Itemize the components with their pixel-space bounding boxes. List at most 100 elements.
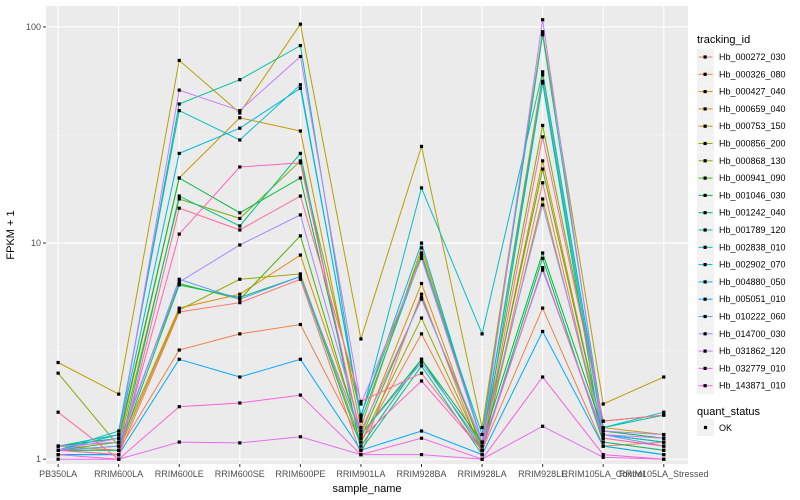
y-tick-label: 10: [31, 238, 41, 248]
data-point: [298, 274, 302, 279]
data-point: [419, 316, 424, 320]
legend-label: Hb_000659_040: [719, 104, 786, 114]
legend-label: Hb_005051_010: [719, 294, 786, 304]
data-point: [56, 444, 60, 448]
data-point: [419, 357, 424, 361]
data-point: [541, 167, 545, 171]
data-point: [298, 357, 302, 361]
data-point: [177, 58, 181, 63]
data-point: [419, 379, 424, 383]
data-point: [541, 79, 545, 83]
data-point: [359, 429, 363, 433]
data-point: [117, 448, 121, 452]
data-point: [298, 213, 302, 217]
data-point: [177, 308, 181, 312]
legend-key-point: [703, 297, 707, 301]
data-point: [56, 453, 60, 457]
legend-label: Hb_002838_010: [719, 242, 786, 252]
legend-label: Hb_032779_010: [719, 363, 786, 373]
x-tick-label: PB350LA: [39, 469, 77, 479]
data-point: [238, 126, 242, 130]
data-point: [238, 375, 242, 379]
data-point: [419, 251, 424, 255]
legend-label: Hb_000753_150: [719, 121, 786, 131]
data-point: [662, 436, 666, 440]
data-point: [298, 393, 302, 397]
data-point: [298, 435, 302, 439]
data-point: [298, 129, 302, 133]
data-point: [359, 444, 363, 448]
data-point: [177, 440, 181, 444]
data-point: [177, 197, 181, 201]
data-point: [480, 457, 484, 461]
data-point: [480, 440, 484, 444]
data-point: [238, 401, 242, 405]
data-point: [56, 371, 60, 375]
data-point: [298, 43, 302, 48]
data-point: [419, 364, 424, 368]
data-point: [117, 457, 121, 461]
data-point: [601, 432, 605, 437]
data-point: [359, 337, 363, 341]
data-point: [177, 310, 181, 314]
x-tick-label: RRIM105LA_Stressed: [619, 469, 709, 479]
data-point: [298, 253, 302, 257]
data-point: [601, 429, 605, 433]
data-point: [419, 281, 424, 286]
legend-key-point: [703, 211, 707, 215]
data-point: [419, 241, 424, 245]
y-axis-title: FPKM + 1: [5, 210, 17, 259]
data-point: [480, 444, 484, 448]
data-point: [419, 429, 424, 433]
data-point: [359, 432, 363, 437]
data-point: [238, 292, 242, 296]
data-point: [238, 277, 242, 281]
data-point: [419, 292, 424, 296]
data-point: [541, 203, 545, 207]
data-point: [117, 436, 121, 440]
data-point: [177, 306, 181, 310]
data-point: [662, 440, 666, 444]
legend-key-point: [703, 193, 707, 197]
legend-label: Hb_002902_070: [719, 260, 786, 270]
data-point: [177, 405, 181, 409]
data-point: [601, 453, 605, 457]
data-point: [480, 453, 484, 457]
data-point: [601, 419, 605, 423]
legend-key-point: [703, 384, 707, 388]
legend-key-point: [703, 314, 707, 319]
data-point: [298, 22, 302, 26]
legend-label: Hb_004880_050: [719, 277, 786, 287]
legend-key-point: [703, 176, 707, 180]
legend-key-point: [703, 72, 707, 76]
data-point: [541, 375, 545, 379]
data-point: [480, 332, 484, 336]
data-point: [238, 228, 242, 232]
data-point: [359, 399, 363, 404]
data-point: [480, 432, 484, 437]
data-point: [238, 111, 242, 115]
data-point: [419, 246, 424, 250]
legend-key-point: [703, 349, 707, 353]
x-tick-label: RRIM928LA: [458, 469, 507, 479]
legend-key-point: [703, 55, 707, 59]
legend-key-point: [703, 280, 707, 284]
y-axis: 1 10 100: [26, 22, 46, 464]
x-tick-label: RRIM901LA: [336, 469, 385, 479]
data-point: [662, 457, 666, 461]
data-point: [541, 70, 545, 74]
x-tick-label: RRIM600LE: [155, 469, 204, 479]
legend-key-point: [703, 245, 707, 249]
data-point: [541, 256, 545, 260]
legend-label: Hb_001789_120: [719, 225, 786, 235]
legend-key-point: [703, 107, 707, 111]
data-point: [56, 457, 60, 461]
data-point: [359, 402, 363, 406]
data-point: [359, 413, 363, 417]
data-point: [541, 123, 545, 128]
legend-label: Hb_000868_130: [719, 156, 786, 166]
data-point: [238, 297, 242, 301]
legend-key-point: [703, 141, 707, 146]
x-tick-label: RRIM928LE: [518, 469, 567, 479]
